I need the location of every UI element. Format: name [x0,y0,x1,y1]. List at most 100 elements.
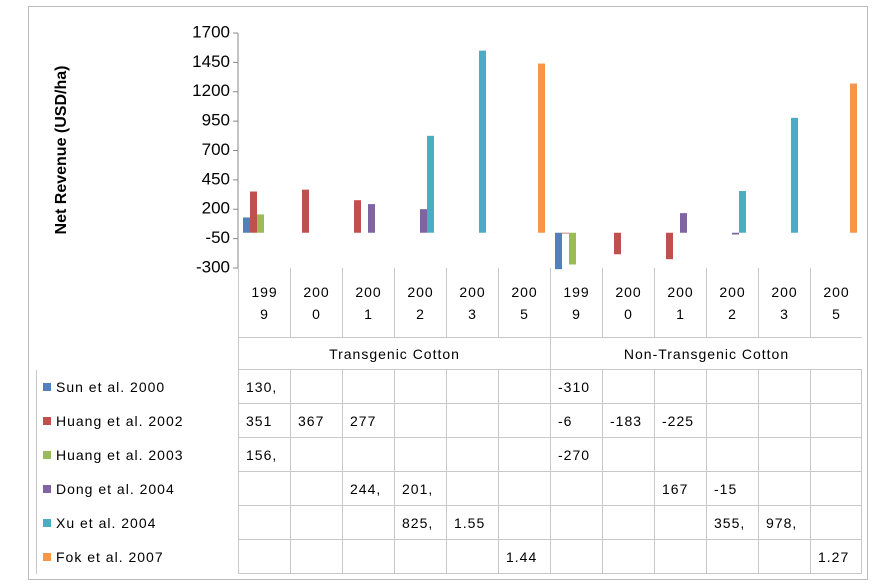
table-cell [238,540,290,574]
table-cell [290,370,342,404]
table-cell [446,472,498,506]
table-cell [810,438,862,472]
legend-item: Xu et al. 2004 [36,506,238,540]
x-tick-label: 2005 [823,283,850,322]
y-tick-label: 450 [202,169,230,188]
bar [538,63,545,233]
y-tick-label: 950 [202,111,230,130]
x-tick-label: 2003 [771,283,798,322]
data-label: -270 [550,438,602,472]
y-tick-label: 200 [202,199,230,218]
bar [680,213,687,233]
bar [850,83,857,233]
table-cell [810,472,862,506]
table-cell [446,540,498,574]
table-cell [550,506,602,540]
category-cell: 2001 [654,268,706,338]
x-tick-label: 1999 [563,283,590,322]
table-cell [342,506,394,540]
bar [791,117,798,233]
legend-label: Huang et al. 2003 [56,447,184,463]
table-cell [498,506,550,540]
table-cell [550,472,602,506]
data-label: 351 [238,404,290,438]
legend-item: Dong et al. 2004 [36,472,238,506]
table-cell [394,438,446,472]
data-label: -225 [654,404,706,438]
bar [250,191,257,233]
category-cell: 1999 [238,268,290,338]
category-cell: 2005 [498,268,550,338]
category-group-label: Non-Transgenic Cotton [550,338,862,370]
table-cell [758,540,810,574]
table-cell [394,404,446,438]
bar [243,217,250,233]
data-label: 978, [758,506,810,540]
data-label: 1.55 [446,506,498,540]
table-cell [342,438,394,472]
table-cell [706,404,758,438]
x-tick-label: 2000 [615,283,642,322]
x-tick-label: 2003 [459,283,486,322]
table-cell [446,438,498,472]
x-tick-label: 2001 [355,283,382,322]
table-cell [290,540,342,574]
table-cell [342,370,394,404]
category-cell: 1999 [550,268,602,338]
table-cell [602,472,654,506]
table-cell [810,506,862,540]
category-cell: 2000 [602,268,654,338]
table-cell [706,438,758,472]
legend-key [43,417,51,425]
legend-item: Huang et al. 2003 [36,438,238,472]
legend-label: Fok et al. 2007 [56,549,164,565]
legend-label: Huang et al. 2002 [56,413,184,429]
table-cell [654,370,706,404]
table-cell [654,506,706,540]
table-cell [758,438,810,472]
table-cell [290,438,342,472]
data-label: -310 [550,370,602,404]
x-tick-label: 2000 [303,283,330,322]
table-cell [810,370,862,404]
legend-item: Huang et al. 2002 [36,404,238,438]
table-cell [602,540,654,574]
data-label: 130, [238,370,290,404]
table-cell [394,370,446,404]
table-cell [342,540,394,574]
bar [479,50,486,233]
table-cell [706,540,758,574]
data-label: 167 [654,472,706,506]
bar [562,232,569,234]
data-label: 1.27 [810,540,862,574]
data-label: -6 [550,404,602,438]
table-cell [290,506,342,540]
bar [569,232,576,265]
category-cell: 2005 [810,268,862,338]
table-cell [238,506,290,540]
x-tick-label: 2002 [719,283,746,322]
category-group-label: Transgenic Cotton [238,338,550,370]
bar [614,232,621,255]
table-cell [394,540,446,574]
bar [555,232,562,270]
legend-item: Fok et al. 2007 [36,540,238,574]
table-cell [446,370,498,404]
table-cell [602,506,654,540]
y-tick-label: 1200 [192,81,230,100]
y-tick-label: -300 [196,257,230,276]
y-tick-label: -50 [205,228,230,247]
category-cell: 2003 [446,268,498,338]
bar [354,200,361,233]
category-cell: 2002 [706,268,758,338]
table-cell [498,370,550,404]
category-cell: 2001 [342,268,394,338]
table-cell [290,472,342,506]
y-tick-label: 1450 [192,52,230,71]
table-cell [238,472,290,506]
legend-key [43,553,51,561]
legend-label: Xu et al. 2004 [56,515,157,531]
table-cell [602,438,654,472]
